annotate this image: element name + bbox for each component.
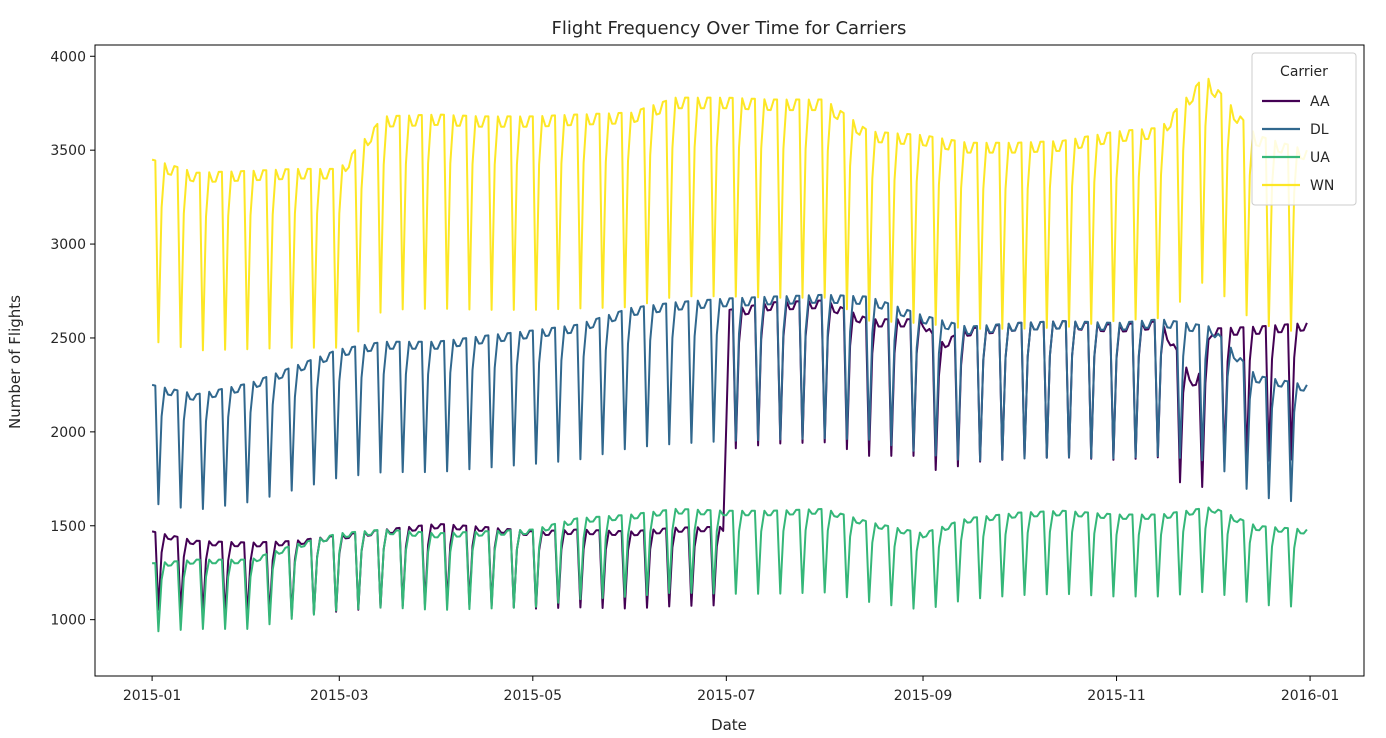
x-tick-label: 2015-05: [504, 688, 563, 704]
series-line-wn: [151, 77, 1308, 352]
x-tick-label: 2015-01: [123, 688, 182, 704]
x-axis: 2015-01 2015-03 2015-05 2015-07 2015-09 2015-…: [123, 676, 1339, 704]
legend-box: [1251, 52, 1357, 206]
legend-label-aa: AA: [1310, 94, 1330, 110]
y-tick-label: 2500: [50, 331, 86, 347]
x-tick-label: 2016-01: [1281, 688, 1340, 704]
y-tick-label: 3000: [50, 237, 86, 253]
series-line-dl: [151, 293, 1308, 510]
y-axis: 1000 1500 2000 2500 3000 3500 4000: [50, 49, 95, 629]
x-tick-label: 2015-11: [1087, 688, 1146, 704]
y-tick-label: 1000: [50, 613, 86, 629]
legend-label-wn: WN: [1310, 178, 1334, 194]
y-tick-label: 1500: [50, 519, 86, 535]
plot-frame: [94, 44, 1365, 677]
x-axis-label: Date: [711, 716, 747, 734]
x-tick-label: 2015-09: [894, 688, 953, 704]
legend: Carrier AA DL UA WN: [1251, 52, 1357, 206]
series-line-ua: [152, 506, 1308, 633]
x-tick-label: 2015-07: [697, 688, 756, 704]
chart-title: Flight Frequency Over Time for Carriers: [552, 18, 907, 39]
y-tick-label: 3500: [50, 143, 86, 159]
legend-label-ua: UA: [1310, 150, 1330, 166]
plot-area: [94, 44, 1365, 677]
legend-title: Carrier: [1280, 64, 1328, 80]
legend-label-dl: DL: [1310, 122, 1329, 138]
x-tick-label: 2015-03: [310, 688, 369, 704]
y-axis-label: Number of Flights: [6, 295, 24, 429]
y-tick-label: 2000: [50, 425, 86, 441]
y-tick-label: 4000: [50, 49, 86, 65]
